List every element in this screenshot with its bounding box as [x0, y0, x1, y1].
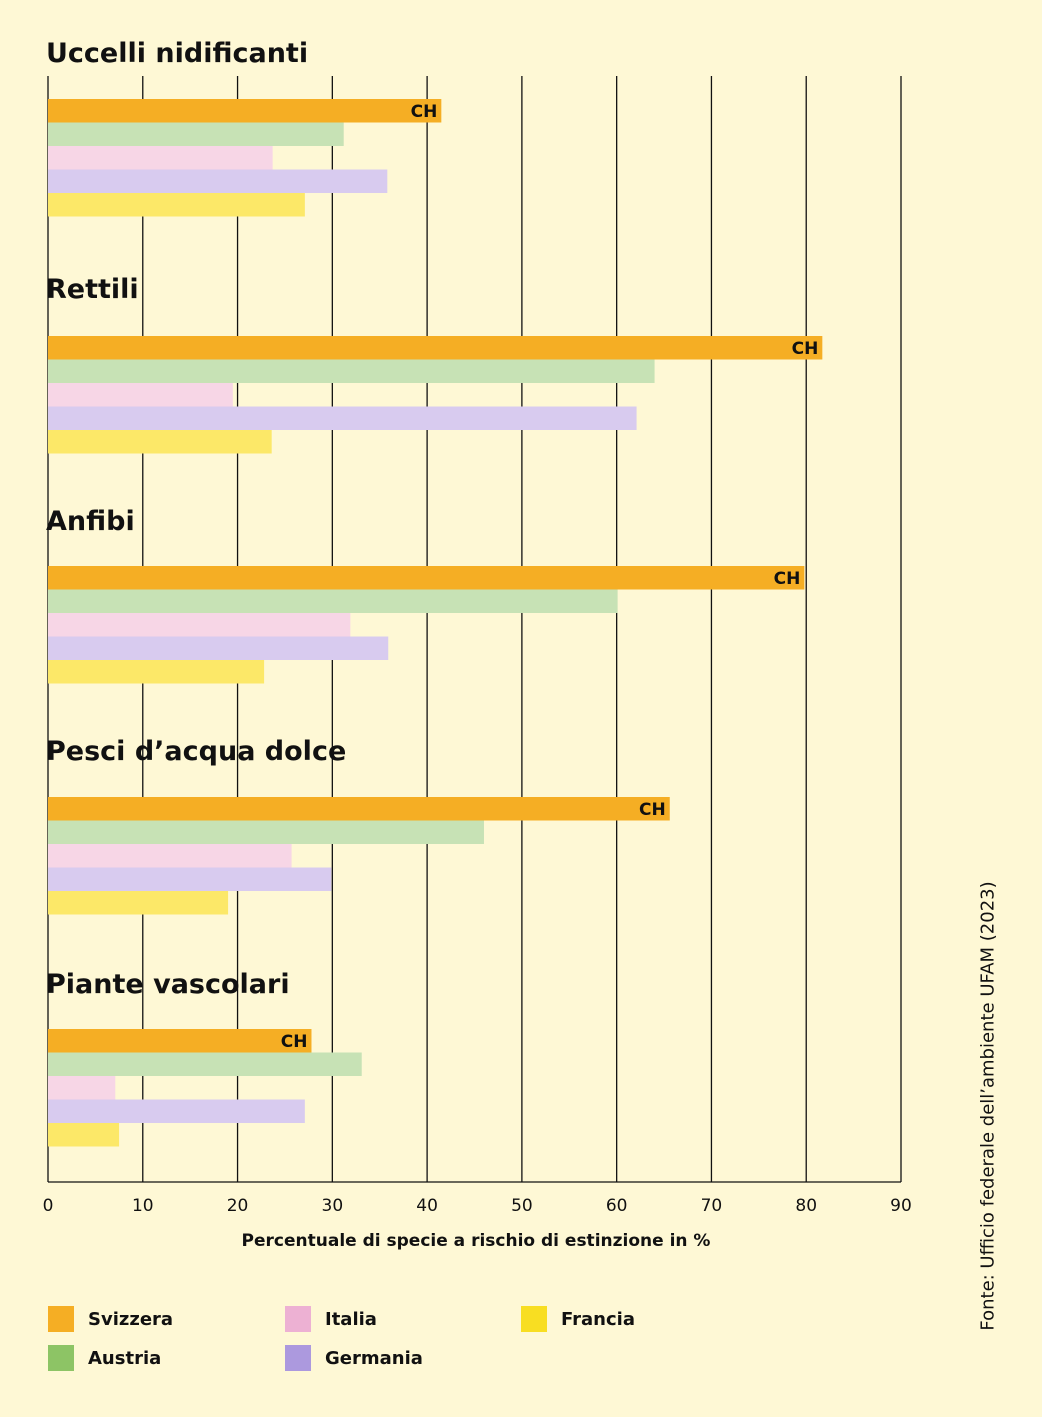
bar-anfibi-italia — [48, 613, 351, 637]
legend-swatch-italia — [285, 1306, 311, 1332]
bar-rettili-germania — [48, 406, 637, 430]
bar-piante-vascolari-francia — [48, 1123, 120, 1147]
bar-pesci-d-acqua-dolce-austria — [48, 820, 484, 844]
x-tick-label-40: 40 — [416, 1196, 438, 1216]
legend-label-francia: Francia — [561, 1308, 635, 1330]
bar-anfibi-austria — [48, 589, 618, 613]
bar-chart: 0 10 20 30 40 50 60 70 80 90 Percentuale di specie… — [43, 38, 912, 1251]
x-tick-label-20: 20 — [227, 1196, 249, 1216]
legend-swatch-svizzera — [48, 1306, 74, 1332]
bar-piante-vascolari-germania — [48, 1099, 305, 1123]
legend-swatch-germania — [285, 1345, 311, 1371]
bar-rettili-austria — [48, 359, 655, 383]
x-tick-label-60: 60 — [606, 1196, 628, 1216]
x-axis-title: Percentuale di specie a rischio di estin… — [242, 1231, 711, 1251]
legend-label-svizzera: Svizzera — [88, 1308, 174, 1330]
bar-piante-vascolari-svizzera — [48, 1029, 312, 1053]
panel-title-pesci-d-acqua-dolce: Pesci d’acqua dolce — [46, 736, 346, 767]
x-tick-label-90: 90 — [890, 1196, 912, 1216]
legend-item-italia: Italia — [285, 1306, 377, 1332]
bar-anfibi-francia — [48, 660, 265, 684]
bar-anfibi-germania — [48, 636, 389, 660]
legend: Svizzera Italia Francia Austria Germania — [48, 1306, 748, 1386]
bar-pesci-d-acqua-dolce-italia — [48, 844, 292, 868]
bar-label-rettili-ch: CH — [792, 339, 819, 359]
panel-title-rettili: Rettili — [46, 274, 139, 305]
bar-pesci-d-acqua-dolce-francia — [48, 891, 229, 915]
bar-uccelli-nidificanti-austria — [48, 122, 344, 146]
bar-rettili-svizzera — [48, 336, 823, 360]
bar-label-piante-vascolari-ch: CH — [281, 1032, 308, 1052]
legend-swatch-francia — [521, 1306, 547, 1332]
bar-rettili-francia — [48, 430, 272, 454]
bar-uccelli-nidificanti-italia — [48, 146, 273, 170]
legend-item-austria: Austria — [48, 1345, 161, 1371]
panel-title-piante-vascolari: Piante vascolari — [46, 969, 290, 1000]
x-tick-label-50: 50 — [511, 1196, 533, 1216]
x-tick-label-80: 80 — [795, 1196, 817, 1216]
x-tick-label-30: 30 — [322, 1196, 344, 1216]
x-tick-label-0: 0 — [43, 1196, 54, 1216]
legend-swatch-austria — [48, 1345, 74, 1371]
bar-uccelli-nidificanti-francia — [48, 193, 305, 217]
legend-item-svizzera: Svizzera — [48, 1306, 173, 1332]
bar-label-uccelli-nidificanti-ch: CH — [411, 102, 438, 122]
bar-rettili-italia — [48, 383, 233, 407]
bar-label-pesci-d-acqua-dolce-ch: CH — [639, 800, 666, 820]
bar-pesci-d-acqua-dolce-germania — [48, 867, 332, 891]
panel-title-anfibi: Anfibi — [46, 506, 135, 537]
bar-pesci-d-acqua-dolce-svizzera — [48, 797, 670, 821]
source-note: Fonte: Ufficio federale dell’ambiente UF… — [977, 881, 999, 1331]
bar-uccelli-nidificanti-svizzera — [48, 99, 442, 123]
x-tick-label-70: 70 — [701, 1196, 723, 1216]
bar-piante-vascolari-italia — [48, 1076, 116, 1100]
panel-title-uccelli-nidificanti: Uccelli nidificanti — [46, 38, 308, 69]
bar-uccelli-nidificanti-germania — [48, 169, 388, 193]
legend-label-austria: Austria — [88, 1347, 162, 1369]
legend-label-italia: Italia — [325, 1308, 377, 1330]
x-tick-label-10: 10 — [132, 1196, 154, 1216]
bar-label-anfibi-ch: CH — [774, 569, 801, 589]
legend-item-germania: Germania — [285, 1345, 423, 1371]
legend-label-germania: Germania — [325, 1347, 423, 1369]
legend-item-francia: Francia — [521, 1306, 635, 1332]
bar-anfibi-svizzera — [48, 566, 805, 590]
bar-piante-vascolari-austria — [48, 1052, 362, 1076]
